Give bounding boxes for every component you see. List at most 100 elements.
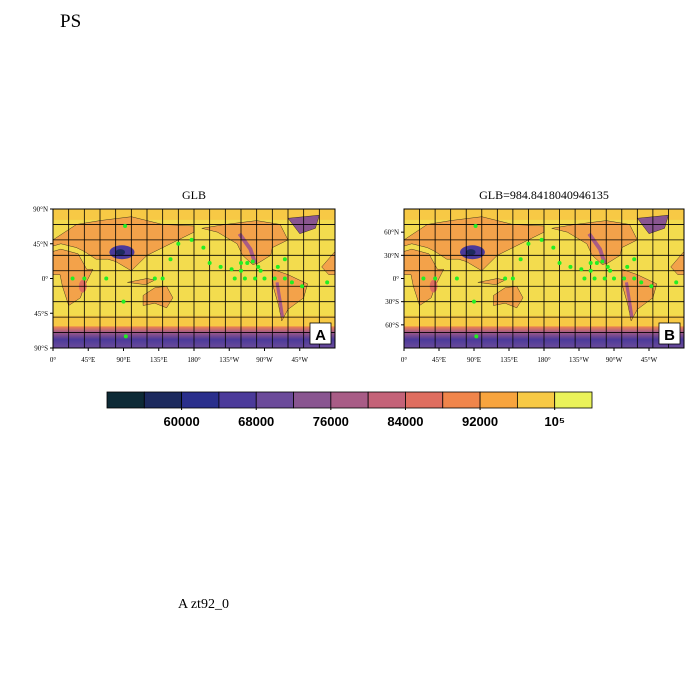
station (176, 241, 181, 246)
y-tick-label: 90°S (34, 345, 48, 353)
station (632, 257, 637, 262)
panel-title: GLB=984.8418040946135 (479, 188, 609, 202)
y-tick-label: 45°S (34, 310, 48, 318)
colorbar-box (218, 391, 257, 409)
station (104, 276, 109, 281)
station (510, 276, 515, 281)
x-tick-label: 90°E (116, 356, 130, 364)
station (123, 223, 128, 228)
station (518, 257, 523, 262)
panel-title: GLB (182, 188, 206, 202)
station (608, 268, 613, 273)
y-tick-label: 45°N (33, 240, 48, 248)
y-tick-label: 30°S (385, 298, 399, 306)
station (592, 276, 597, 281)
station (289, 280, 294, 285)
station (282, 276, 287, 281)
station (625, 264, 630, 269)
colorbar-box (479, 391, 518, 409)
station (229, 267, 234, 272)
colorbar-label: 92000 (462, 414, 498, 429)
station (256, 264, 261, 269)
y-tick-label: 60°S (385, 321, 399, 329)
station (275, 264, 280, 269)
x-tick-label: 0° (50, 356, 57, 364)
station (602, 276, 607, 281)
colorbar-label: 60000 (164, 414, 200, 429)
x-tick-label: 45°E (432, 356, 446, 364)
station (253, 276, 258, 281)
colorbar-label: 68000 (238, 414, 274, 429)
y-tick-label: 90°N (33, 206, 48, 214)
station (242, 276, 247, 281)
colorbar-box (442, 391, 481, 409)
station (649, 284, 654, 289)
station (639, 280, 644, 285)
x-tick-label: 180° (537, 356, 551, 364)
x-tick-label: 135°E (500, 356, 518, 364)
panel-label: B (664, 327, 675, 344)
station (70, 276, 75, 281)
station (121, 299, 126, 304)
colorbar-box (106, 391, 145, 409)
station (250, 259, 255, 264)
station (189, 237, 194, 242)
station (551, 245, 556, 250)
x-tick-label: 135°E (150, 356, 168, 364)
station (632, 276, 637, 281)
station (245, 261, 250, 266)
station (588, 268, 593, 273)
x-tick-label: 90°W (606, 356, 623, 364)
x-tick-label: 45°W (641, 356, 658, 364)
station (588, 261, 593, 266)
colorbar-label: 84000 (387, 414, 423, 429)
station (207, 261, 212, 266)
colorbar-box (554, 391, 593, 409)
station (503, 276, 508, 281)
colorbar-box (330, 391, 369, 409)
y-tick-label: 0° (42, 275, 49, 283)
station (239, 261, 243, 266)
station (454, 276, 459, 281)
station (218, 264, 223, 269)
colorbar-label: 10⁵ (544, 414, 565, 429)
station (600, 259, 605, 264)
x-tick-label: 45°W (292, 356, 309, 364)
station (123, 334, 128, 339)
colorbar-box (255, 391, 294, 409)
station (605, 264, 610, 269)
station (622, 276, 627, 281)
station (473, 223, 478, 228)
colorbar-box (143, 391, 183, 409)
station (433, 276, 438, 281)
station (568, 264, 573, 269)
station (674, 280, 679, 285)
y-tick-label: 30°N (384, 252, 399, 260)
colorbar-box (181, 391, 220, 409)
station (557, 261, 562, 266)
colorbar-box (516, 391, 556, 409)
y-tick-label: 60°N (384, 229, 399, 237)
station (474, 334, 479, 339)
x-tick-label: 0° (401, 356, 408, 364)
station (258, 268, 263, 273)
x-tick-label: 90°W (256, 356, 273, 364)
station (526, 241, 531, 246)
colorbar-box (405, 391, 444, 409)
colorbar-box (367, 391, 406, 409)
station (594, 261, 599, 266)
station (201, 245, 206, 250)
colorbar-label: 76000 (313, 414, 349, 429)
station (472, 299, 476, 304)
station (300, 284, 305, 289)
y-tick-label: 0° (393, 275, 400, 283)
figure-title: PS (60, 11, 81, 32)
station (160, 276, 165, 281)
x-tick-label: 180° (187, 356, 201, 364)
x-tick-label: 135°W (219, 356, 239, 364)
station (272, 276, 277, 281)
station (582, 276, 587, 281)
station (262, 276, 267, 281)
station (152, 276, 157, 281)
